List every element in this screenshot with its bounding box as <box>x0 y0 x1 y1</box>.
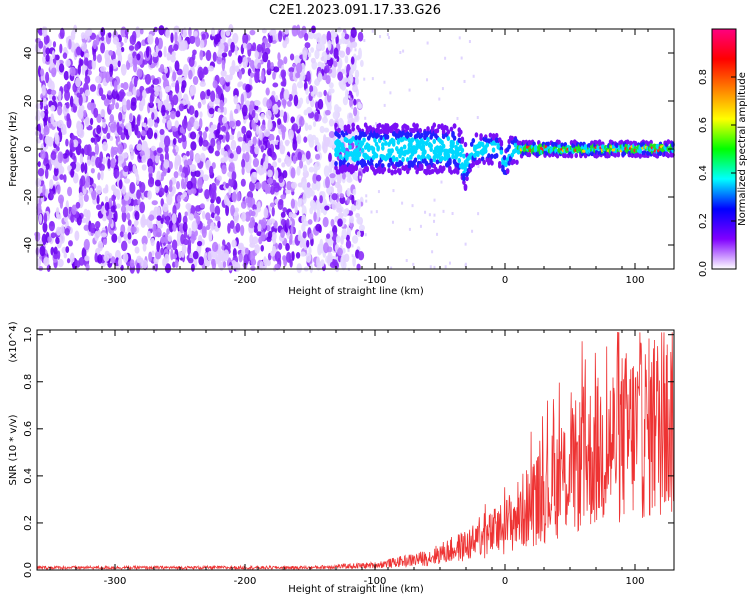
y-tick-label: 1.0 <box>23 327 34 343</box>
y-tick-label: 0.6 <box>23 421 34 437</box>
x-tick-label: 0 <box>502 576 508 587</box>
spectrogram-x-label: Height of straight line (km) <box>288 286 424 297</box>
spectrogram-x-ticks: -300 -200 -100 0 100 <box>49 29 675 286</box>
y-tick-label: 40 <box>23 47 34 60</box>
y-tick-label: 0.8 <box>23 374 34 390</box>
spectrogram-y-ticks: -40 -20 0 20 40 <box>23 47 674 253</box>
colorbar-label: Normalized spectral amplitude <box>737 72 748 226</box>
snr-x-label: Height of straight line (km) <box>288 584 424 595</box>
x-tick-label: -100 <box>364 275 387 286</box>
colorbar-tick-label: 0.8 <box>698 69 709 85</box>
snr-frame <box>36 329 675 571</box>
colorbar-tick-label: 0.0 <box>698 261 709 277</box>
colorbar-scale <box>711 28 737 270</box>
snr-series-line <box>37 332 674 571</box>
y-tick-label: 0.0 <box>23 562 34 578</box>
x-tick-label: 100 <box>625 576 644 587</box>
figure-title: C2E1.2023.091.17.33.G26 <box>269 3 441 18</box>
snr-y-ticks: 0.0 0.2 0.4 0.6 0.8 1.0 <box>23 327 674 578</box>
y-tick-label: 20 <box>23 95 34 108</box>
x-tick-label: 100 <box>625 275 644 286</box>
y-tick-label: -20 <box>23 189 34 205</box>
y-tick-label: 0 <box>23 146 34 152</box>
colorbar: 0.0 0.2 0.4 0.6 0.8 Normalized spectral ampl… <box>698 28 748 277</box>
x-tick-label: -100 <box>364 576 387 587</box>
snr-x-ticks: -300 -200 -100 0 100 <box>49 330 675 587</box>
spectrogram-y-label: Frequency (Hz) <box>8 111 19 187</box>
x-tick-label: 0 <box>502 275 508 286</box>
snr-y-scale: (x10^4) <box>8 321 19 362</box>
x-tick-label: -300 <box>104 275 127 286</box>
x-tick-label: -300 <box>104 576 127 587</box>
colorbar-tick-label: 0.6 <box>698 117 709 133</box>
y-tick-label: 0.2 <box>23 515 34 531</box>
colorbar-ticks: 0.0 0.2 0.4 0.6 0.8 <box>698 69 736 277</box>
colorbar-tick-label: 0.2 <box>698 213 709 229</box>
spectrogram-heatmap <box>34 24 675 274</box>
snr-panel: -300 -200 -100 0 100 0.0 0.2 0.4 0.6 0.8 1.0 Heig… <box>8 321 675 595</box>
x-tick-label: -200 <box>234 275 257 286</box>
colorbar-tick-label: 0.4 <box>698 165 709 181</box>
y-tick-label: -40 <box>23 237 34 253</box>
x-tick-label: -200 <box>234 576 257 587</box>
y-tick-label: 0.4 <box>23 468 34 484</box>
snr-y-label: SNR (10 * v/v) <box>8 414 19 485</box>
